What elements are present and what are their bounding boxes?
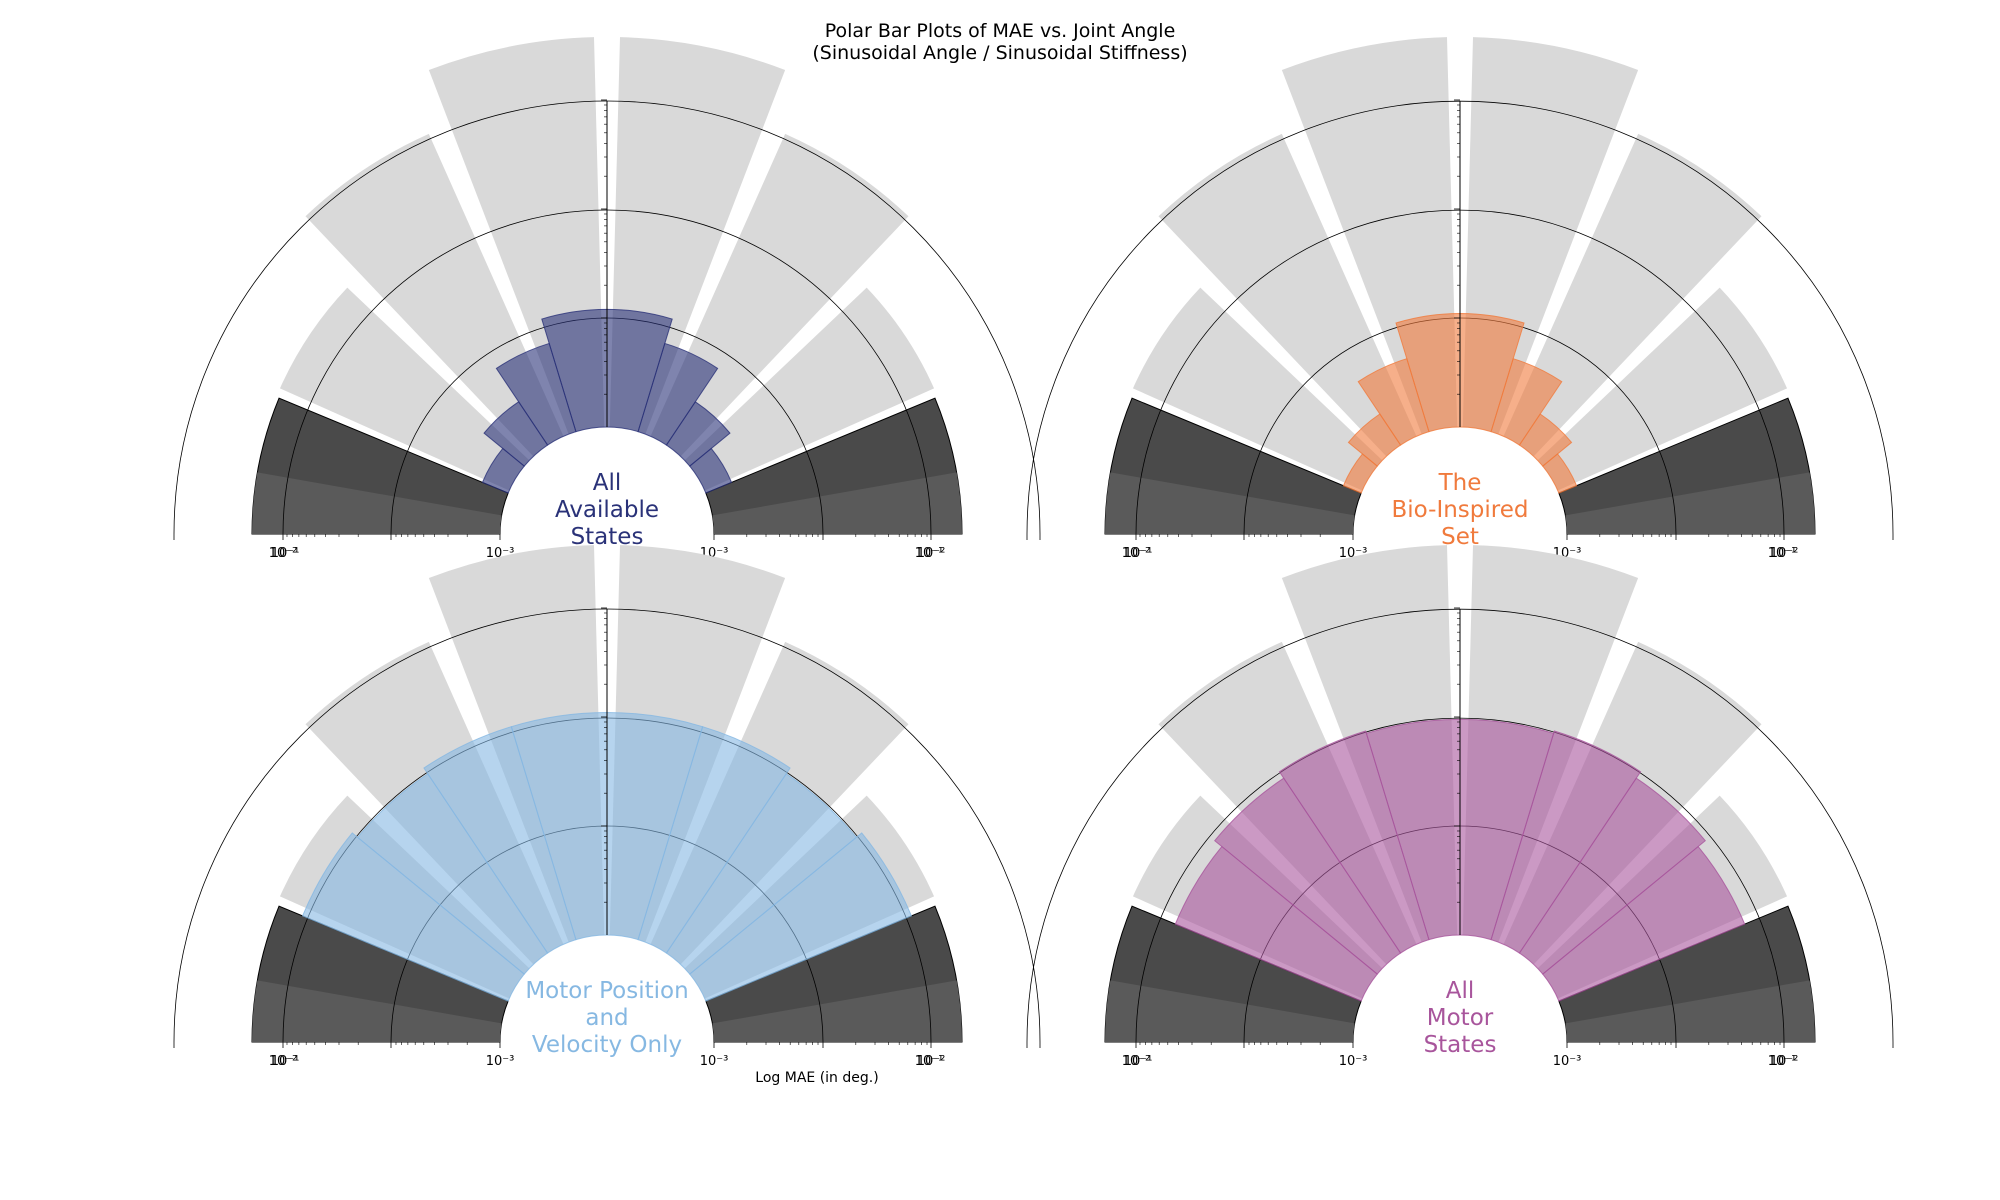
center-label-line: All [1446,978,1475,1004]
tick-label: 10⁻¹ [271,1054,300,1069]
center-label-line: Set [1441,524,1479,550]
figure-title: Polar Bar Plots of MAE vs. Joint Angle (… [0,20,2000,64]
data-bar [1214,777,1402,975]
background-bar [1537,287,1788,491]
center-label-line: All [593,470,622,496]
side-wedge-left-lower [1105,472,1355,534]
data-bar [1357,358,1430,446]
background-bar [1132,287,1383,491]
data-bar [541,308,608,433]
tick-label: 10⁻² [1122,1054,1151,1069]
panels-group: 10⁻¹10⁻² 10⁻³ 10⁻¹10⁻²10⁻³AllAvailableStat… [173,37,1894,1069]
title-line-1: Polar Bar Plots of MAE vs. Joint Angle [824,20,1176,42]
tick-label: 10⁻² [269,1054,298,1069]
tick-label: 10⁻² [1770,546,1799,561]
background-bar [650,133,909,457]
data-bar [1174,845,1378,1002]
panel-top-right: 10⁻¹10⁻² 10⁻³ 10⁻¹10⁻²10⁻³TheBio-InspiredS… [1026,37,1894,561]
tick-label: 10⁻³ [700,1054,729,1069]
side-wedge-right-lower [1565,472,1815,534]
tick-label: 10⁻² [1122,546,1151,561]
tick-label: 10⁻² [269,546,298,561]
center-label-line: and [585,1005,628,1031]
data-bar [1278,730,1430,954]
tick-label: 10⁻³ [1553,1054,1582,1069]
center-label-line: States [1424,1032,1497,1058]
background-bar [305,133,564,457]
tick-label: 10⁻¹ [1124,546,1153,561]
side-wedge-right-lower [1565,980,1815,1042]
tick-label: 10⁻¹ [1768,546,1797,561]
tick-label: 10⁻¹ [915,546,944,561]
side-wedge-right-lower [712,980,962,1042]
side-wedge-right-lower [712,472,962,534]
data-bar [1342,453,1378,494]
data-bar [1395,312,1461,433]
side-wedge-left-lower [252,472,502,534]
data-bar [423,726,577,954]
side-wedge-left-lower [1105,980,1355,1042]
tick-label: 10⁻¹ [1124,1054,1153,1069]
data-bar [301,832,525,1002]
center-label-line: The [1438,470,1482,496]
data-bar [689,832,913,1002]
tick-label: 10⁻¹ [271,546,300,561]
center-label-line: Motor [1427,1005,1494,1031]
data-bar [481,447,525,494]
center-label-line: Motor Position [525,978,688,1004]
tick-label: 10⁻² [917,546,946,561]
data-bar [1490,730,1642,954]
center-label-line: Bio-Inspired [1391,497,1528,523]
panel-top-left: 10⁻¹10⁻² 10⁻³ 10⁻¹10⁻²10⁻³AllAvailableStat… [173,37,1041,561]
background-bar [684,287,935,491]
center-label-line: Available [555,497,659,523]
tick-label: 10⁻¹ [1768,1054,1797,1069]
background-bar [279,287,530,491]
background-bar [1503,133,1762,457]
x-axis-label: Log MAE (in deg.) [755,1070,878,1086]
tick-label: 10⁻³ [486,1054,515,1069]
background-bar [1158,133,1417,457]
title-line-2: (Sinusoidal Angle / Sinusoidal Stiffness… [812,42,1188,64]
side-wedge-left-lower [252,980,502,1042]
center-label-line: Velocity Only [532,1032,682,1058]
tick-label: 10⁻¹ [915,1054,944,1069]
tick-label: 10⁻³ [1339,1054,1368,1069]
tick-label: 10⁻² [1770,1054,1799,1069]
tick-label: 10⁻² [917,1054,946,1069]
